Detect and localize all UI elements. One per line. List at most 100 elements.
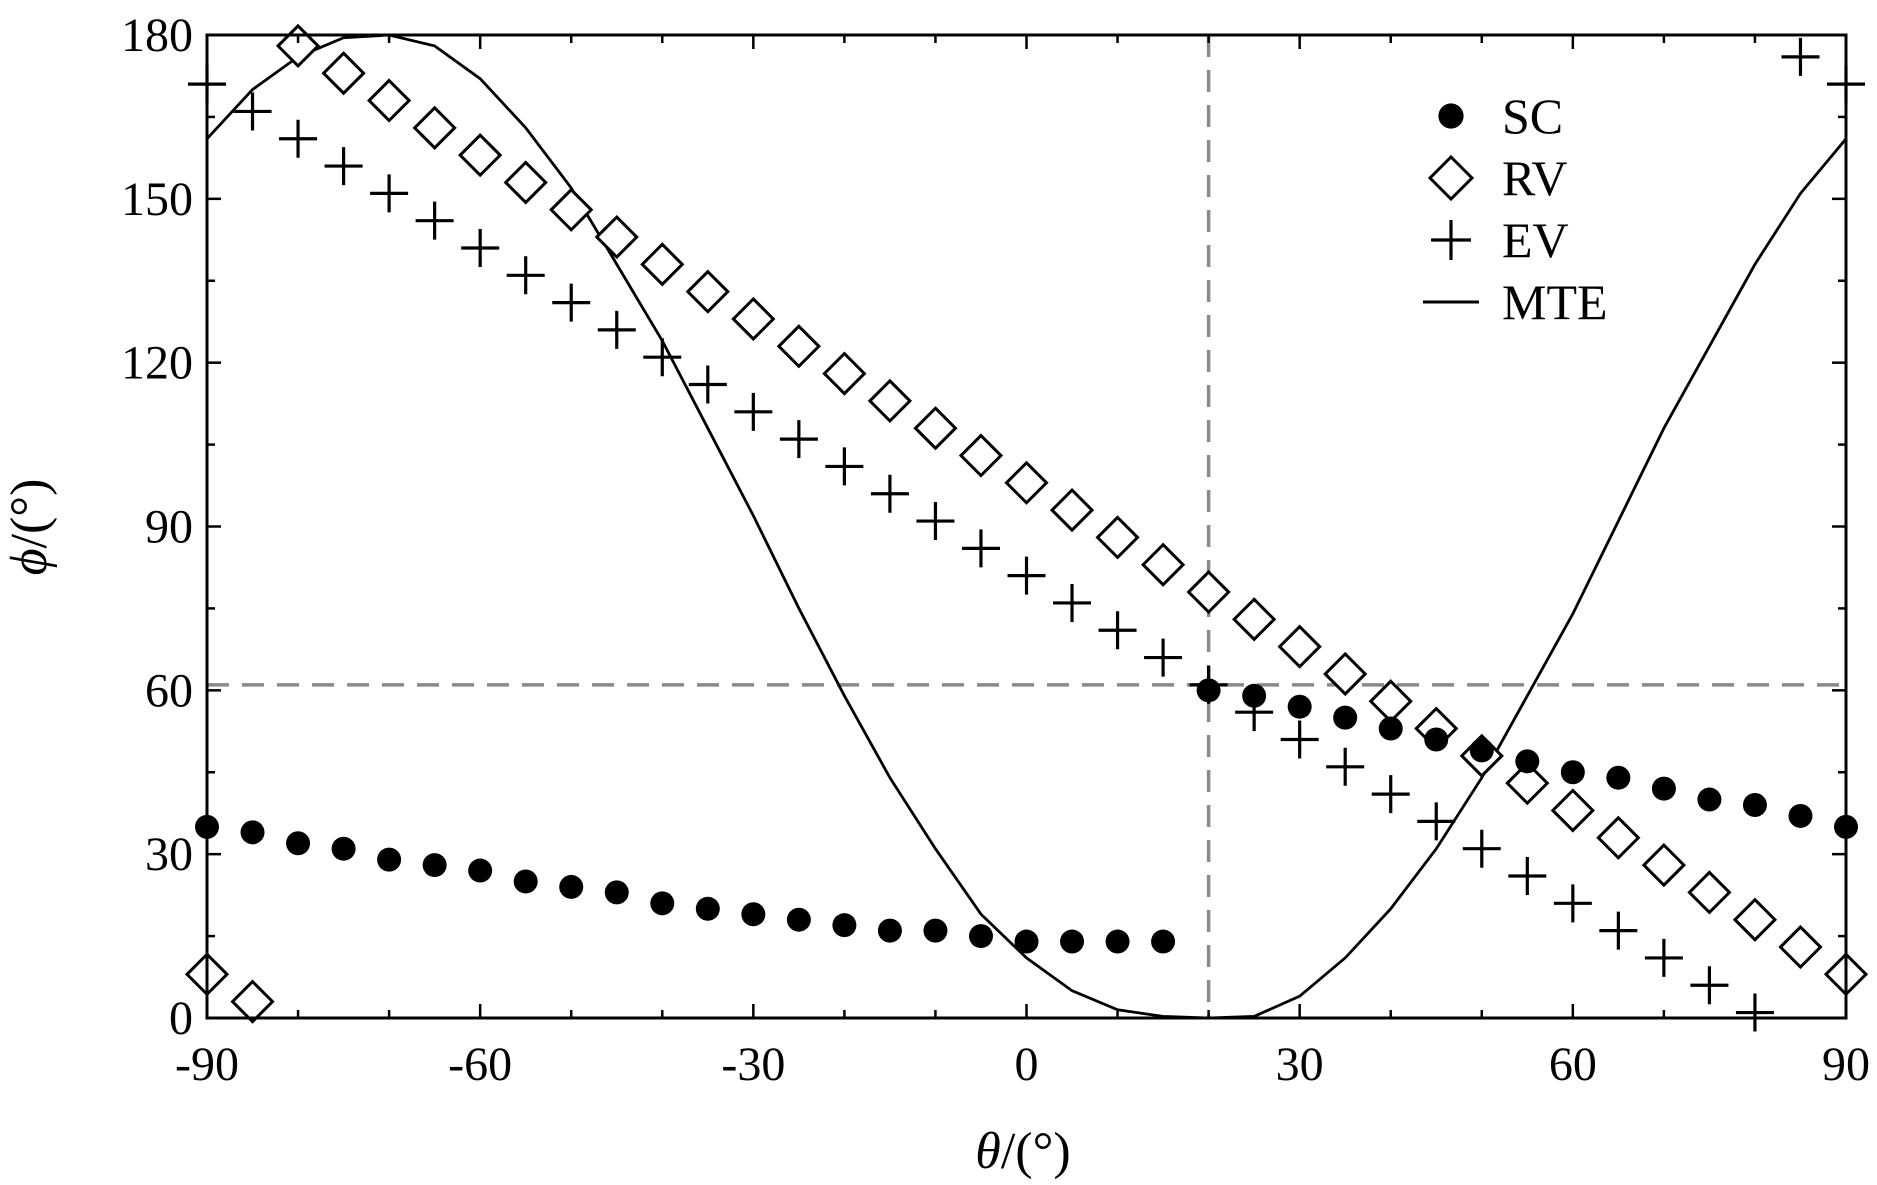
- legend-item-mte: MTE: [1423, 274, 1608, 330]
- y-axis-unit: /(°): [1, 479, 58, 549]
- rv-point: [1004, 460, 1049, 505]
- rv-point: [731, 296, 776, 342]
- rv-point: [1232, 597, 1277, 642]
- rv-point: [458, 133, 503, 178]
- plot-frame: [205, 33, 1848, 1020]
- sc-point: [1060, 929, 1085, 954]
- ev-point: [688, 365, 727, 404]
- ev-point: [415, 201, 454, 240]
- legend-label-sc: SC: [1502, 88, 1563, 144]
- x-tick-label: -90: [175, 1038, 239, 1091]
- ev-point: [461, 228, 500, 267]
- tick-labels: -90 -60 -30 0 30 60 90 0 30 60 90 120 150 180: [121, 9, 1870, 1091]
- y-axis-symbol: ϕ: [1, 548, 58, 575]
- sc-point: [468, 858, 493, 883]
- ev-point: [506, 256, 545, 295]
- ev-point: [1462, 829, 1501, 868]
- sc-point: [1742, 793, 1767, 818]
- ev-point: [1280, 720, 1319, 759]
- sc-point: [923, 918, 948, 943]
- sc-point: [786, 907, 811, 932]
- rv-point: [1140, 542, 1186, 587]
- rv-point: [1323, 651, 1368, 697]
- legend-marker-rv: [1427, 154, 1475, 202]
- legend-item-ev: EV: [1431, 212, 1569, 268]
- x-tick-label: -60: [448, 1038, 512, 1091]
- rv-point: [1778, 924, 1823, 970]
- sc-point: [741, 902, 766, 927]
- ev-point: [870, 474, 909, 513]
- series-ev: [188, 37, 1865, 1032]
- legend-item-rv: RV: [1427, 150, 1567, 206]
- rv-point: [1505, 761, 1550, 806]
- sc-point: [1196, 678, 1221, 703]
- rv-point: [366, 78, 412, 123]
- rv-point: [1277, 624, 1322, 669]
- legend-label-rv: RV: [1502, 150, 1567, 206]
- mte-series: [205, 33, 1848, 1020]
- x-tick-label: -30: [721, 1038, 785, 1091]
- sc-point: [1014, 929, 1039, 954]
- sc-point: [604, 880, 629, 905]
- ev-point: [1417, 802, 1456, 841]
- ev-point: [734, 392, 773, 431]
- sc-point: [286, 831, 311, 856]
- sc-point: [513, 869, 538, 894]
- ev-point: [1098, 611, 1137, 650]
- sc-point: [377, 847, 402, 872]
- x-axis-unit: /(°): [1001, 1123, 1071, 1180]
- rv-point: [913, 406, 958, 451]
- y-tick-label: 60: [145, 664, 193, 717]
- y-tick-label: 120: [121, 337, 193, 390]
- y-axis-title: ϕ/(°): [1, 479, 58, 576]
- ev-point: [1326, 747, 1365, 786]
- rv-point: [776, 324, 821, 369]
- sc-point: [240, 820, 265, 845]
- sc-point: [1560, 760, 1585, 785]
- ev-point: [643, 338, 682, 377]
- plot-border: [205, 33, 1848, 1020]
- rv-point: [321, 51, 366, 96]
- mte-curve: [205, 33, 1848, 1020]
- ev-point: [1144, 638, 1183, 677]
- y-tick-label: 150: [121, 173, 193, 226]
- rv-point: [685, 269, 730, 314]
- ev-point: [1371, 775, 1410, 814]
- sc-point: [1651, 776, 1676, 801]
- rv-point: [1095, 515, 1140, 560]
- legend: SC RV EV MTE: [1423, 88, 1608, 330]
- x-tick-label: 30: [1276, 1038, 1324, 1091]
- rv-point: [1049, 487, 1095, 533]
- legend-marker-ev: [1431, 220, 1471, 260]
- rv-point: [958, 433, 1004, 478]
- rv-point: [549, 187, 594, 232]
- ev-point: [597, 310, 636, 349]
- sc-point: [695, 896, 720, 921]
- sc-point: [1424, 727, 1449, 752]
- rv-point: [594, 214, 639, 260]
- ev-point: [1053, 583, 1092, 622]
- sc-point: [1242, 683, 1267, 708]
- sc-point: [559, 874, 584, 899]
- legend-item-sc: SC: [1438, 88, 1563, 144]
- sc-point: [422, 853, 447, 878]
- series-rv: [184, 23, 1869, 1024]
- sc-point: [1333, 705, 1358, 730]
- ev-point: [1508, 857, 1547, 896]
- x-axis-symbol: θ: [975, 1123, 1001, 1180]
- rv-point: [503, 160, 548, 205]
- ev-point: [552, 283, 591, 322]
- sc-point: [1378, 716, 1403, 741]
- x-tick-label: 0: [1015, 1038, 1039, 1091]
- ev-point: [1781, 37, 1820, 76]
- marker-series: [184, 23, 1869, 1032]
- y-tick-label: 180: [121, 9, 193, 62]
- sc-point: [1515, 749, 1540, 774]
- ev-point: [961, 529, 1000, 568]
- sc-point: [877, 918, 902, 943]
- rv-point: [1186, 569, 1231, 615]
- ev-point: [1644, 938, 1683, 977]
- ev-point: [324, 147, 363, 186]
- rv-point: [1550, 788, 1595, 833]
